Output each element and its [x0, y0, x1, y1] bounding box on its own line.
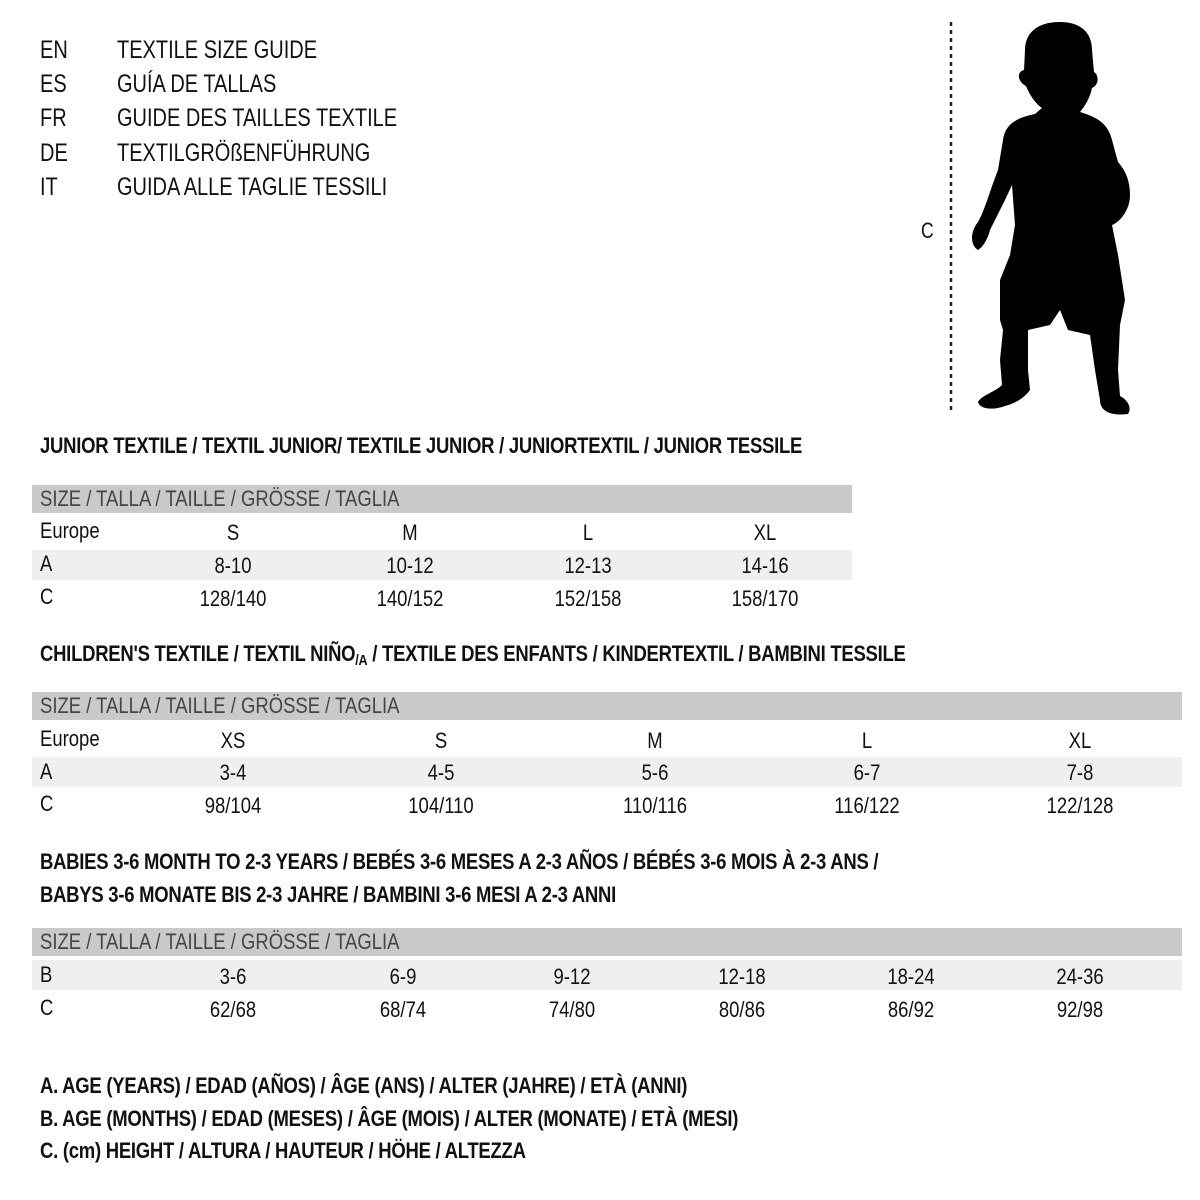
- lang-code: IT: [40, 173, 58, 201]
- table-cell: 140/152: [376, 586, 444, 611]
- child-silhouette-icon: [949, 22, 1130, 415]
- heading-part: CHILDREN'S TEXTILE / TEXTIL NIÑO: [40, 641, 356, 666]
- table-cell: XL: [753, 520, 777, 545]
- size-header-bar: SIZE / TALLA / TAILLE / GRÖSSE / TAGLIA: [32, 692, 1182, 720]
- title-text: TEXTILGRÖßENFÜHRUNG: [117, 139, 371, 167]
- table-cell: 116/122: [834, 793, 900, 818]
- table-cell: 7-8: [1066, 760, 1094, 785]
- table-cell: 12-13: [564, 553, 612, 578]
- table-cell: 104/110: [408, 793, 474, 818]
- legend-item-c: C. (cm) HEIGHT / ALTURA / HAUTEUR / HÖHE…: [40, 1138, 526, 1163]
- lang-code: DE: [40, 139, 68, 167]
- table-cell: 110/116: [622, 793, 688, 818]
- row-label: Europe: [40, 518, 100, 543]
- measure-label: C: [921, 218, 934, 243]
- table-cell: 8-10: [214, 553, 252, 578]
- row-label: C: [40, 995, 54, 1020]
- junior-heading: JUNIOR TEXTILE / TEXTIL JUNIOR/ TEXTILE …: [40, 433, 803, 458]
- table-cell: 128/140: [199, 586, 267, 611]
- table-cell: 12-18: [718, 964, 766, 989]
- table-cell: 122/128: [1046, 793, 1114, 818]
- title-text: GUIDE DES TAILLES TEXTILE: [117, 104, 398, 132]
- babies-heading-line1: BABIES 3-6 MONTH TO 2-3 YEARS / BEBÉS 3-…: [40, 849, 879, 874]
- table-cell: 6-9: [389, 964, 417, 989]
- children-heading: CHILDREN'S TEXTILE / TEXTIL NIÑO/A / TEX…: [40, 641, 906, 674]
- table-cell: S: [434, 728, 448, 753]
- table-cell: XS: [220, 728, 246, 753]
- table-cell: 18-24: [887, 964, 935, 989]
- table-cell: 158/170: [731, 586, 799, 611]
- row-label: A: [40, 759, 53, 784]
- row-band: [32, 757, 1182, 787]
- row-label: C: [40, 584, 54, 609]
- lang-code: FR: [40, 104, 67, 132]
- lang-code: ES: [40, 70, 67, 98]
- table-cell: 24-36: [1056, 964, 1104, 989]
- table-cell: S: [226, 520, 240, 545]
- size-header-bar: SIZE / TALLA / TAILLE / GRÖSSE / TAGLIA: [32, 485, 852, 513]
- title-text: GUIDA ALLE TAGLIE TESSILI: [117, 173, 388, 201]
- title-text: GUÍA DE TALLAS: [117, 70, 277, 98]
- table-cell: 152/158: [554, 586, 622, 611]
- table-cell: 86/92: [887, 997, 935, 1022]
- size-header: SIZE / TALLA / TAILLE / GRÖSSE / TAGLIA: [40, 486, 400, 511]
- row-band: [32, 960, 1182, 990]
- table-cell: 9-12: [553, 964, 591, 989]
- table-cell: 3-6: [219, 964, 247, 989]
- table-cell: 6-7: [853, 760, 881, 785]
- size-header-bar: SIZE / TALLA / TAILLE / GRÖSSE / TAGLIA: [32, 928, 1182, 956]
- table-cell: XL: [1068, 728, 1092, 753]
- table-cell: 62/68: [209, 997, 257, 1022]
- row-label: B: [40, 962, 53, 987]
- heading-subscript: /A: [355, 652, 368, 669]
- table-cell: 14-16: [741, 553, 789, 578]
- table-cell: L: [861, 728, 873, 753]
- size-header: SIZE / TALLA / TAILLE / GRÖSSE / TAGLIA: [40, 929, 400, 954]
- lang-code: EN: [40, 36, 68, 64]
- legend-item-a: A. AGE (YEARS) / EDAD (AÑOS) / ÂGE (ANS)…: [40, 1073, 688, 1098]
- table-cell: L: [582, 520, 594, 545]
- heading-part: / TEXTILE DES ENFANTS / KINDERTEXTIL / B…: [367, 641, 906, 666]
- row-label: A: [40, 551, 53, 576]
- babies-heading-line2: BABYS 3-6 MONATE BIS 2-3 JAHRE / BAMBINI…: [40, 882, 616, 907]
- table-cell: 4-5: [427, 760, 455, 785]
- table-cell: 3-4: [219, 760, 247, 785]
- title-text: TEXTILE SIZE GUIDE: [117, 36, 318, 64]
- row-band: [32, 550, 852, 580]
- table-cell: 74/80: [548, 997, 596, 1022]
- row-label: Europe: [40, 726, 100, 751]
- table-cell: 10-12: [386, 553, 434, 578]
- table-cell: 98/104: [204, 793, 262, 818]
- table-cell: 80/86: [718, 997, 766, 1022]
- legend-item-b: B. AGE (MONTHS) / EDAD (MESES) / ÂGE (MO…: [40, 1106, 739, 1131]
- size-header: SIZE / TALLA / TAILLE / GRÖSSE / TAGLIA: [40, 693, 400, 718]
- table-cell: M: [647, 728, 663, 753]
- child-silhouette: [972, 22, 1130, 415]
- table-cell: 92/98: [1056, 997, 1104, 1022]
- table-cell: 5-6: [641, 760, 669, 785]
- row-label: C: [40, 791, 54, 816]
- table-cell: 68/74: [379, 997, 427, 1022]
- table-cell: M: [402, 520, 418, 545]
